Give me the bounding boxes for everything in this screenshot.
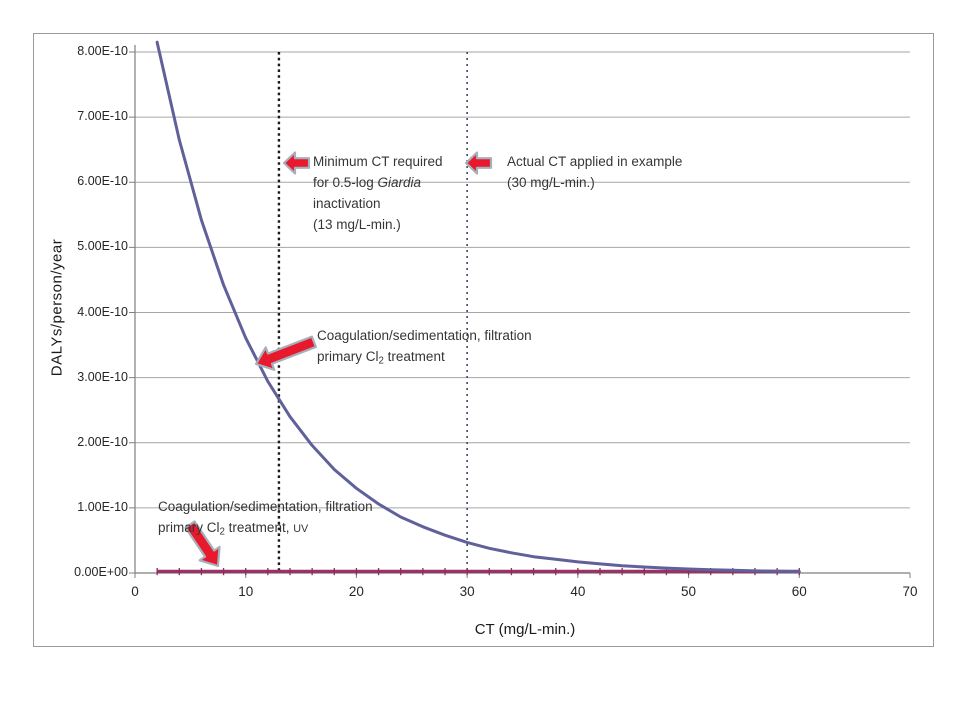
series-no-uv-curve [155, 40, 801, 574]
cl2-subscript: 2 [378, 355, 384, 367]
annotation-line: Minimum CT required [313, 154, 443, 169]
arrow-actual-ct-icon [464, 151, 493, 175]
annotation-line: (30 mg/L-min.) [507, 175, 595, 190]
annotation-min-ct: Minimum CT required for 0.5-log Giardia … [313, 151, 443, 235]
y-tick-label: 0.00E+00 [74, 565, 128, 579]
y-tick-label: 1.00E-10 [77, 499, 128, 514]
annotation-no-uv: Coagulation/sedimentation, filtration pr… [317, 325, 532, 372]
y-tick-label: 2.00E-10 [77, 434, 128, 449]
arrow-min-ct-icon [282, 151, 311, 175]
block-arrow-shape [254, 335, 317, 371]
annotation-arrows [184, 151, 493, 568]
annotation-actual-ct: Actual CT applied in example (30 mg/L-mi… [507, 151, 682, 193]
x-tick-label: 60 [791, 584, 807, 599]
annotation-uv: Coagulation/sedimentation, filtration pr… [158, 496, 373, 543]
y-axis-title: DALYs/person/year [48, 238, 66, 377]
x-tick-label: 20 [348, 584, 364, 599]
arrow-no-uv-icon [254, 335, 317, 371]
block-arrow-shape [464, 151, 493, 175]
annotation-line: (13 mg/L-min.) [313, 217, 401, 232]
x-tick-label: 70 [902, 584, 918, 599]
annotation-line: primary Cl2 treatment [317, 349, 445, 367]
gridlines [135, 51, 910, 509]
annotation-line: inactivation [313, 196, 381, 211]
y-tick-label: 4.00E-10 [77, 304, 128, 319]
data-series [155, 40, 801, 576]
x-axis-title: CT (mg/L-min.) [474, 621, 576, 638]
cl2-subscript: 2 [219, 526, 225, 538]
uv-label: UV [293, 523, 309, 535]
annotation-line: Actual CT applied in example [507, 154, 683, 169]
arrow-uv-icon [184, 520, 221, 568]
annotation-line: Coagulation/sedimentation, filtration [158, 499, 373, 514]
giardia-italic: Giardia [377, 175, 422, 190]
block-arrow-shape [282, 151, 311, 175]
y-tick-label: 6.00E-10 [77, 174, 128, 189]
block-arrow-shape [184, 520, 221, 568]
annotation-line: primary Cl2 treatment, UV [158, 520, 309, 538]
y-tick-label: 3.00E-10 [77, 369, 128, 384]
x-tick-label: 40 [570, 584, 586, 599]
annotation-line: Coagulation/sedimentation, filtration [317, 328, 532, 343]
y-tick-label: 7.00E-10 [77, 109, 128, 124]
x-tick-label: 0 [131, 584, 139, 599]
annotation-line: for 0.5-log Giardia [313, 175, 422, 190]
x-tick-label: 10 [238, 584, 254, 599]
x-tick-label: 50 [681, 584, 697, 599]
x-tick-label: 30 [459, 584, 475, 599]
y-tick-label: 5.00E-10 [77, 239, 128, 254]
y-tick-label: 8.00E-10 [77, 44, 128, 58]
chart-frame [33, 33, 934, 647]
